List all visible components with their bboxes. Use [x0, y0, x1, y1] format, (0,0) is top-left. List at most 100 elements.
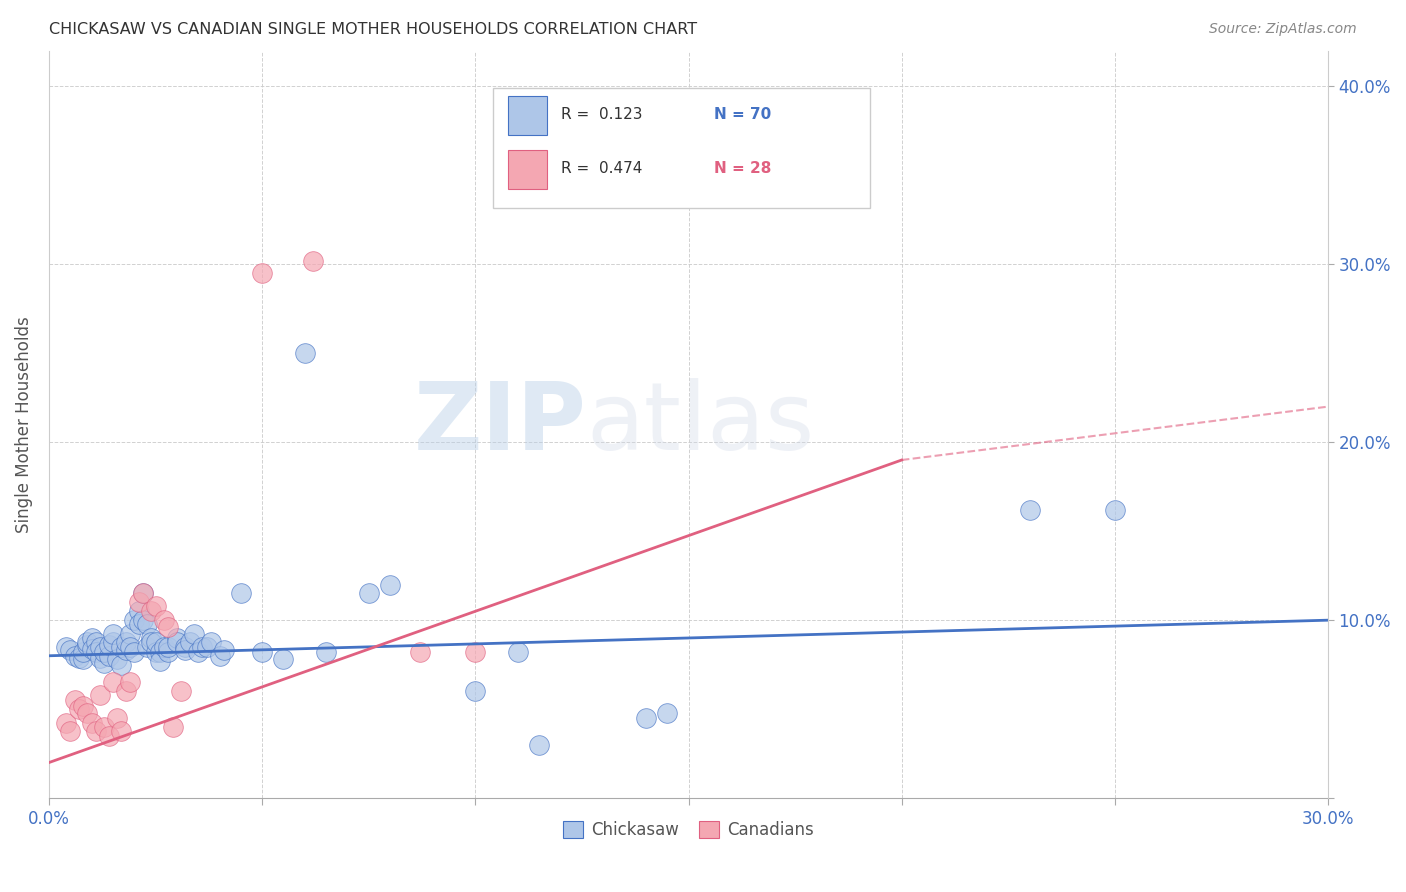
Point: [136, 640, 159, 654]
Point: [110, 657, 132, 672]
Point: [84, 634, 107, 648]
Point: [97, 729, 120, 743]
Point: [212, 643, 235, 657]
Point: [93, 720, 115, 734]
Point: [63, 648, 86, 663]
Point: [191, 640, 214, 654]
Point: [114, 634, 136, 648]
FancyBboxPatch shape: [494, 88, 870, 208]
Point: [118, 675, 141, 690]
Point: [141, 634, 163, 648]
Point: [136, 616, 159, 631]
Point: [634, 711, 657, 725]
Point: [110, 640, 132, 654]
Point: [157, 640, 180, 654]
Point: [250, 266, 273, 280]
Point: [101, 675, 124, 690]
Point: [84, 645, 107, 659]
Point: [132, 613, 155, 627]
Point: [294, 346, 316, 360]
Point: [76, 634, 98, 648]
Text: CHICKASAW VS CANADIAN SINGLE MOTHER HOUSEHOLDS CORRELATION CHART: CHICKASAW VS CANADIAN SINGLE MOTHER HOUS…: [49, 22, 697, 37]
Point: [166, 631, 188, 645]
FancyBboxPatch shape: [508, 150, 547, 189]
Point: [128, 595, 150, 609]
Point: [59, 723, 82, 738]
Point: [67, 650, 90, 665]
Point: [97, 648, 120, 663]
Text: N = 28: N = 28: [714, 161, 772, 176]
Text: atlas: atlas: [586, 378, 814, 470]
Point: [378, 577, 401, 591]
Point: [80, 716, 103, 731]
Point: [80, 641, 103, 656]
Point: [101, 627, 124, 641]
Point: [76, 706, 98, 720]
Point: [149, 645, 172, 659]
Point: [141, 604, 163, 618]
Point: [55, 640, 77, 654]
Point: [229, 586, 252, 600]
Point: [55, 716, 77, 731]
Point: [122, 613, 145, 627]
Point: [84, 723, 107, 738]
Point: [1018, 503, 1040, 517]
Point: [72, 698, 94, 713]
Point: [315, 645, 337, 659]
Point: [118, 627, 141, 641]
Point: [464, 684, 486, 698]
Point: [208, 648, 231, 663]
Point: [132, 586, 155, 600]
FancyBboxPatch shape: [508, 96, 547, 136]
Point: [72, 652, 94, 666]
Point: [93, 656, 115, 670]
Point: [174, 643, 197, 657]
Point: [97, 638, 120, 652]
Text: Source: ZipAtlas.com: Source: ZipAtlas.com: [1209, 22, 1357, 37]
Point: [162, 720, 184, 734]
Point: [529, 738, 551, 752]
Point: [153, 640, 176, 654]
Point: [114, 684, 136, 698]
Point: [128, 604, 150, 618]
Point: [357, 586, 380, 600]
Point: [273, 652, 295, 666]
Point: [145, 599, 167, 613]
Point: [157, 620, 180, 634]
Point: [110, 723, 132, 738]
Point: [105, 652, 128, 666]
Point: [80, 631, 103, 645]
Point: [145, 645, 167, 659]
Point: [170, 684, 193, 698]
Point: [302, 253, 325, 268]
Point: [179, 634, 201, 648]
Point: [657, 706, 679, 720]
Point: [506, 645, 529, 659]
Point: [93, 645, 115, 659]
Point: [409, 645, 432, 659]
Point: [105, 711, 128, 725]
Point: [114, 643, 136, 657]
Point: [67, 702, 90, 716]
Point: [101, 634, 124, 648]
Point: [128, 616, 150, 631]
Point: [174, 640, 197, 654]
Point: [63, 693, 86, 707]
Point: [183, 627, 205, 641]
Text: ZIP: ZIP: [413, 378, 586, 470]
Point: [200, 634, 222, 648]
Point: [122, 645, 145, 659]
Point: [59, 643, 82, 657]
Text: N = 70: N = 70: [714, 107, 772, 121]
Point: [72, 645, 94, 659]
Point: [141, 631, 163, 645]
Point: [153, 613, 176, 627]
Point: [132, 586, 155, 600]
Point: [76, 638, 98, 652]
Point: [1104, 503, 1126, 517]
Point: [145, 634, 167, 648]
Point: [195, 640, 218, 654]
Legend: Chickasaw, Canadians: Chickasaw, Canadians: [557, 814, 821, 846]
Text: R =  0.123: R = 0.123: [561, 107, 643, 121]
Point: [118, 640, 141, 654]
